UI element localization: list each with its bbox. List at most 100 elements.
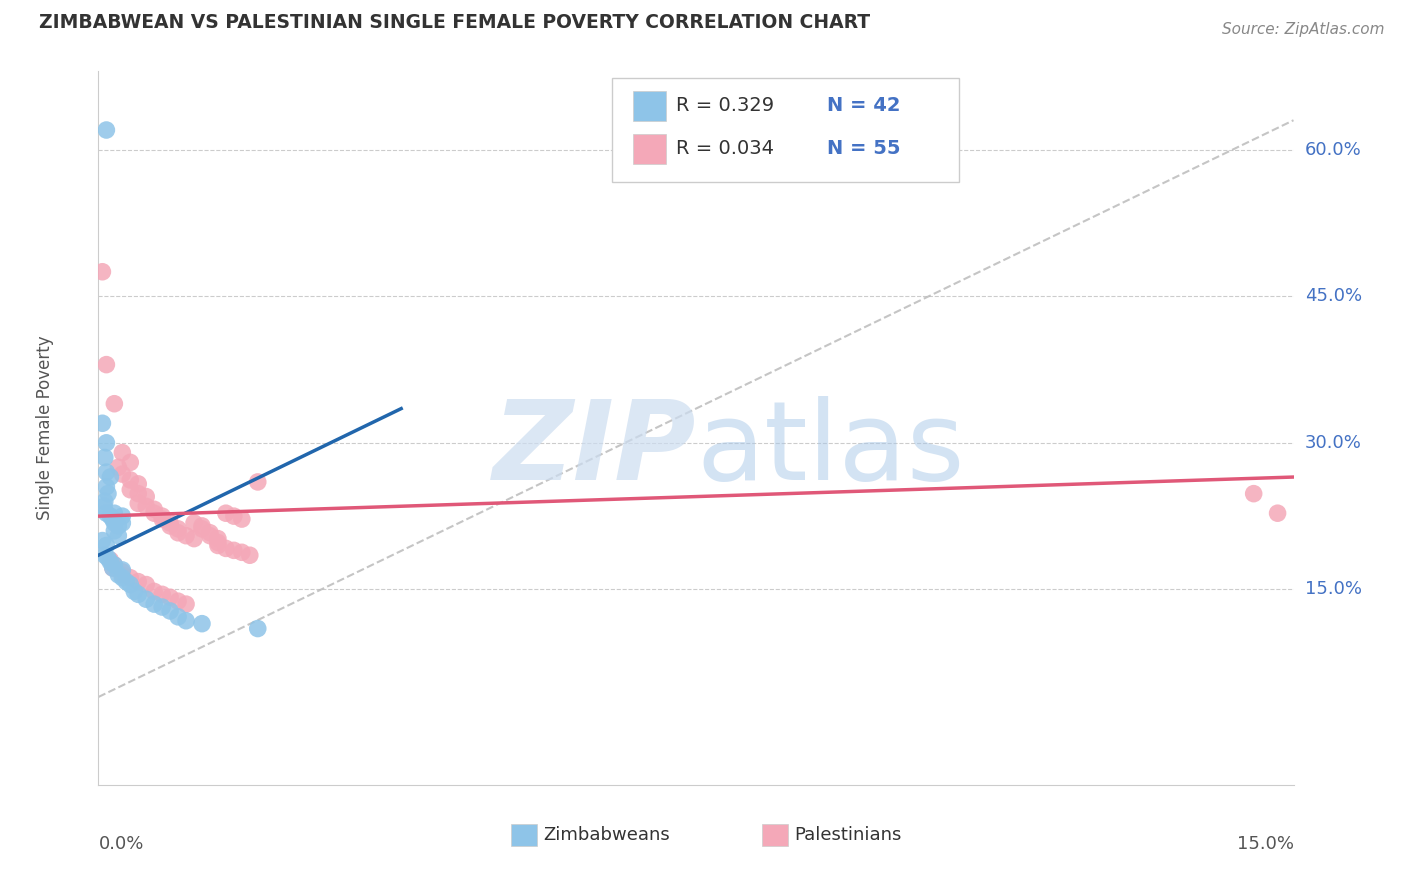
Point [135, 500, 157, 514]
Text: ZIMBABWEAN VS PALESTINIAN SINGLE FEMALE POVERTY CORRELATION CHART: ZIMBABWEAN VS PALESTINIAN SINGLE FEMALE … [39, 13, 870, 32]
Point [111, 445, 134, 459]
Point [103, 524, 125, 538]
Point [1267, 506, 1289, 520]
Point [174, 614, 197, 628]
Point [143, 597, 166, 611]
Point [1243, 486, 1265, 500]
Point [167, 594, 190, 608]
Point [93, 500, 115, 514]
Point [115, 574, 138, 589]
Point [231, 545, 253, 559]
Point [91, 417, 114, 431]
Point [111, 565, 134, 579]
Point [135, 490, 157, 504]
Text: atlas: atlas [696, 396, 965, 503]
Point [207, 532, 229, 546]
Point [111, 467, 134, 482]
Point [120, 455, 142, 469]
Point [150, 512, 173, 526]
Point [159, 519, 181, 533]
Text: Palestinians: Palestinians [794, 826, 901, 844]
Point [96, 435, 118, 450]
Bar [633, 91, 666, 121]
Point [183, 532, 205, 546]
Point [191, 522, 214, 536]
Text: N = 42: N = 42 [827, 96, 901, 115]
Point [97, 486, 120, 500]
Point [103, 558, 125, 572]
Point [111, 563, 134, 577]
Point [191, 519, 214, 533]
Point [127, 574, 149, 589]
Point [98, 555, 122, 569]
FancyBboxPatch shape [613, 78, 959, 182]
Bar [762, 824, 787, 846]
Point [143, 584, 166, 599]
Point [96, 506, 118, 520]
Text: 15.0%: 15.0% [1236, 835, 1294, 853]
Point [111, 567, 134, 582]
Point [222, 509, 245, 524]
Point [96, 480, 118, 494]
Point [101, 512, 124, 526]
Point [120, 483, 142, 497]
Point [135, 577, 157, 591]
Point [111, 509, 134, 524]
Point [107, 529, 129, 543]
Point [103, 397, 125, 411]
Text: 30.0%: 30.0% [1305, 434, 1361, 452]
Point [111, 571, 134, 585]
Point [143, 502, 166, 516]
Point [198, 525, 221, 540]
Point [222, 543, 245, 558]
Text: 45.0%: 45.0% [1305, 287, 1362, 305]
Point [231, 512, 253, 526]
Text: ZIP: ZIP [492, 396, 696, 503]
Point [167, 525, 190, 540]
Point [207, 535, 229, 549]
Point [127, 486, 149, 500]
Point [246, 622, 269, 636]
Point [97, 551, 120, 566]
Bar [510, 824, 537, 846]
Point [98, 553, 122, 567]
Point [246, 475, 269, 489]
Text: N = 55: N = 55 [827, 139, 901, 158]
Point [91, 533, 114, 548]
Point [159, 604, 181, 618]
Point [94, 548, 117, 562]
Point [127, 587, 149, 601]
Point [127, 476, 149, 491]
Text: 15.0%: 15.0% [1305, 581, 1361, 599]
Point [96, 465, 118, 479]
Point [198, 529, 221, 543]
Point [107, 460, 129, 475]
Text: R = 0.034: R = 0.034 [676, 139, 773, 158]
Point [127, 496, 149, 510]
Text: Single Female Poverty: Single Female Poverty [35, 336, 53, 520]
Point [174, 597, 197, 611]
Point [107, 519, 129, 533]
Point [150, 587, 173, 601]
Point [215, 506, 238, 520]
Point [167, 610, 190, 624]
Point [120, 473, 142, 487]
Text: Source: ZipAtlas.com: Source: ZipAtlas.com [1222, 22, 1385, 37]
Point [96, 358, 118, 372]
Point [159, 591, 181, 605]
Point [98, 470, 122, 484]
Point [124, 584, 146, 599]
Point [107, 567, 129, 582]
Point [91, 265, 114, 279]
Point [111, 516, 134, 530]
Point [96, 123, 118, 137]
Point [167, 522, 190, 536]
Point [215, 541, 238, 556]
Point [183, 516, 205, 530]
Point [101, 561, 124, 575]
Text: R = 0.329: R = 0.329 [676, 96, 773, 115]
Point [150, 509, 173, 524]
Text: Zimbabweans: Zimbabweans [543, 826, 669, 844]
Point [103, 516, 125, 530]
Point [239, 548, 262, 562]
